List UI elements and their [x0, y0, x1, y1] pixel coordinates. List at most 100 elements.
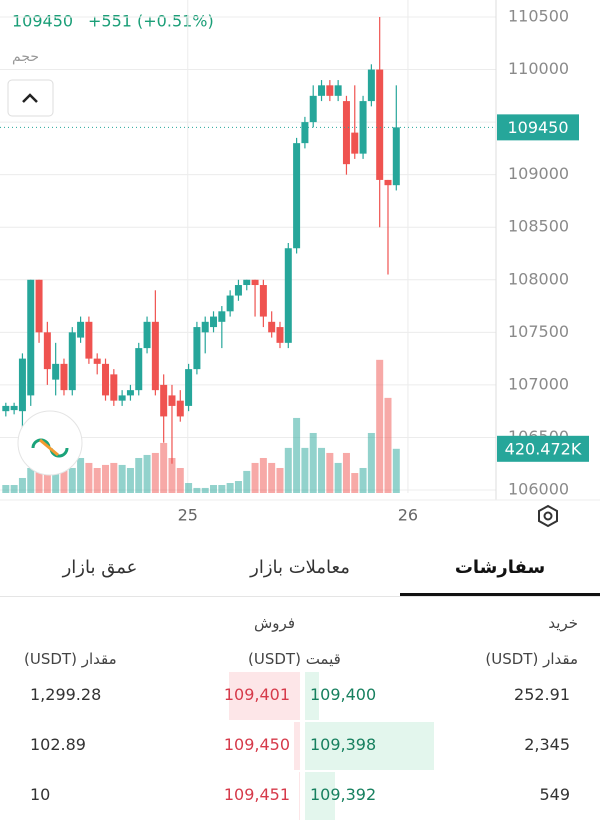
- volume-bar: [77, 457, 85, 493]
- volume-bar: [367, 432, 375, 493]
- volume-bar: [351, 473, 359, 493]
- volume-bar: [160, 442, 168, 493]
- candle-body: [218, 311, 226, 322]
- buy-qty: 252.91: [514, 685, 570, 704]
- candle-body: [185, 369, 193, 406]
- volume-bar: [43, 467, 51, 493]
- buy-depth: [305, 772, 336, 820]
- chevron-icon: [22, 93, 38, 103]
- volume-bar: [135, 457, 143, 493]
- buy-title: خرید: [548, 614, 578, 632]
- volume-bar: [151, 452, 159, 493]
- volume-bar: [193, 487, 201, 493]
- volume-bar: [68, 467, 76, 493]
- volume-bar: [2, 485, 10, 493]
- volume-bar: [384, 397, 392, 493]
- candle-body: [226, 295, 234, 312]
- y-tick-label: 110000: [508, 59, 569, 78]
- volume-bar: [309, 432, 317, 493]
- y-tick-label: 106000: [508, 480, 569, 499]
- settings-icon[interactable]: [538, 504, 558, 528]
- y-tick-label: 107000: [508, 374, 569, 393]
- volume-bar: [52, 473, 60, 493]
- header-price: 109450: [12, 12, 73, 31]
- sell-qty: 102.89: [30, 735, 86, 754]
- candle-body: [210, 316, 218, 328]
- volume-bar: [226, 483, 234, 493]
- candle-body: [85, 321, 93, 359]
- volume-bar: [251, 462, 259, 493]
- collapse-button[interactable]: [7, 79, 54, 117]
- candle-body: [384, 179, 392, 186]
- candle-body: [268, 321, 276, 333]
- candle-body: [301, 122, 309, 144]
- candle-body: [168, 395, 176, 406]
- candle-body: [10, 405, 18, 411]
- candle-body: [276, 327, 284, 343]
- x-tick-label: 25: [178, 506, 198, 525]
- candle-body: [35, 279, 43, 333]
- candle-body: [367, 69, 375, 102]
- volume-bar: [210, 485, 218, 493]
- logo-icon: [39, 438, 59, 457]
- sell-price: 109,451: [223, 785, 290, 804]
- volume-bar: [126, 467, 134, 493]
- volume-tag: [497, 435, 589, 462]
- price-tag-label: 109450: [507, 118, 568, 137]
- col-header: مقدار (USDT): [485, 650, 578, 668]
- volume-bar: [268, 462, 276, 493]
- candle-body: [392, 127, 400, 186]
- candle-body: [18, 358, 26, 412]
- volume-bar: [334, 462, 342, 493]
- sell-depth: [299, 772, 300, 820]
- buy-qty: 2,345: [524, 735, 570, 754]
- candle-body: [193, 327, 201, 370]
- sell-qty: 10: [30, 785, 51, 804]
- candle-body: [151, 321, 159, 391]
- volume-bar: [284, 447, 292, 493]
- sell-depth: [228, 672, 300, 720]
- tab[interactable]: سفارشات: [454, 557, 546, 578]
- buy-depth: [305, 672, 319, 720]
- candle-body: [309, 95, 317, 123]
- tab[interactable]: عمق بازار: [62, 557, 138, 578]
- sell-title: فروش: [254, 614, 296, 632]
- candle-body: [318, 85, 326, 96]
- volume-bar: [359, 467, 367, 493]
- volume-bar: [35, 462, 43, 493]
- volume-bar: [218, 485, 226, 493]
- candle-body: [118, 395, 126, 401]
- buy-qty: 549: [539, 785, 570, 804]
- candle-body: [201, 321, 209, 333]
- candle-body: [77, 321, 85, 338]
- candle-body: [126, 390, 134, 396]
- candle-body: [2, 405, 10, 412]
- tab[interactable]: معاملات بازار: [250, 557, 350, 578]
- volume-bar: [168, 457, 176, 493]
- volume-bar: [93, 467, 101, 493]
- volume-bar: [185, 483, 193, 493]
- volume-bar: [234, 481, 242, 493]
- volume-bar: [118, 464, 126, 493]
- volume-bar: [259, 457, 267, 493]
- y-tick-label: 108000: [508, 269, 569, 288]
- candle-body: [110, 374, 118, 401]
- candle-body: [60, 363, 68, 391]
- volume-bar: [201, 487, 209, 493]
- candle-body: [160, 384, 168, 417]
- volume-bar: [85, 462, 93, 493]
- sell-qty: 1,299.28: [30, 685, 102, 704]
- candle-body: [135, 348, 143, 391]
- sell-depth: [294, 722, 300, 770]
- candle-body: [234, 285, 242, 296]
- buy-depth: [305, 722, 434, 770]
- tab-underline: [400, 593, 600, 596]
- candle-body: [351, 132, 359, 154]
- candle-body: [52, 363, 60, 380]
- candle-body: [376, 69, 384, 180]
- candle-body: [27, 279, 35, 396]
- candle-body: [102, 363, 110, 396]
- volume-bar: [102, 464, 110, 493]
- candle-body: [334, 85, 342, 96]
- y-tick-label: 110500: [508, 7, 569, 26]
